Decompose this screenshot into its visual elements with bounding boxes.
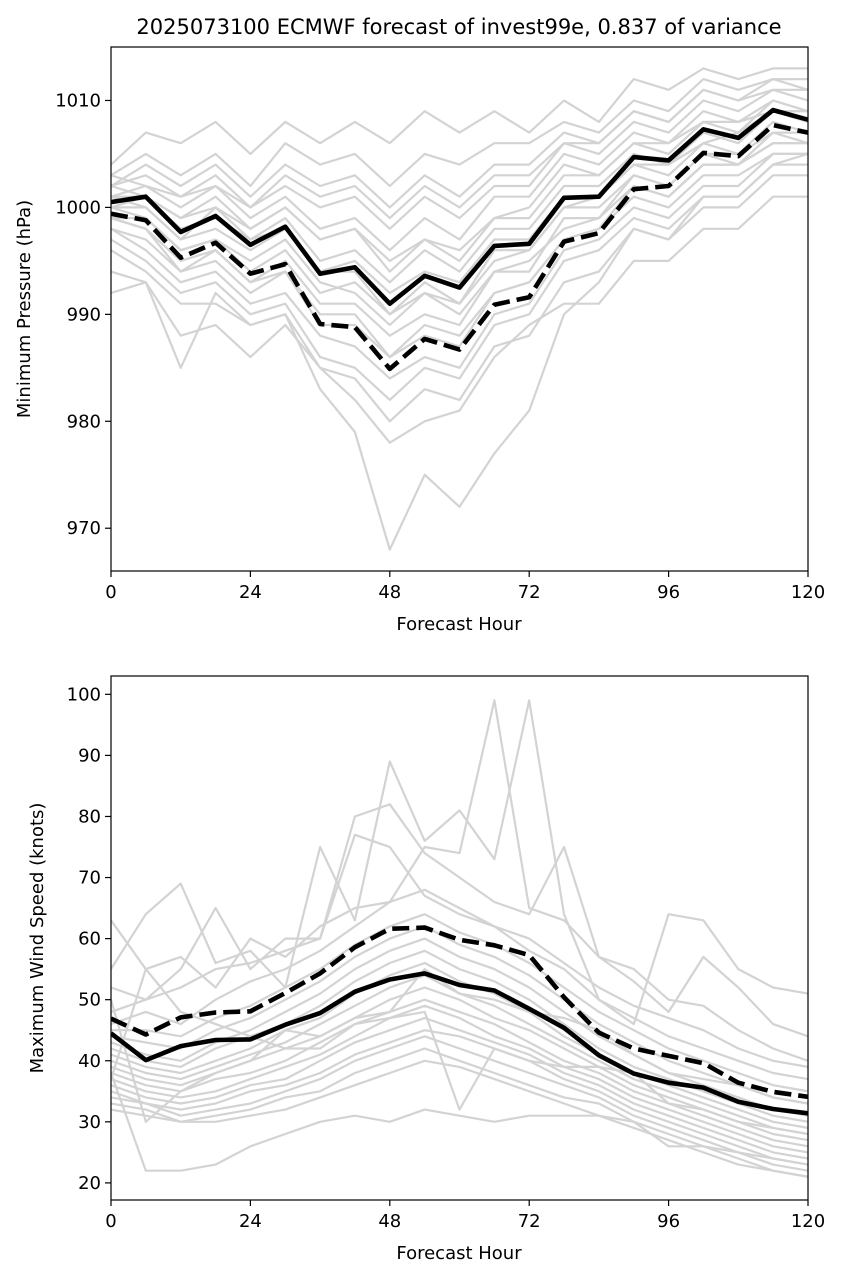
wind-member-line-0 (111, 699, 808, 1062)
pressure-plot-frame (110, 46, 809, 572)
pressure-x-tick-label-5: 120 (791, 582, 825, 603)
pressure-member-line-12 (111, 163, 808, 401)
wind-y-tick-label-3: 50 (78, 990, 101, 1011)
pressure-member-line-7 (111, 120, 808, 295)
pressure-panel: 0 24 48 72 96 120 970 980 990 1000 1010 Forecast … (14, 46, 825, 635)
pressure-member-line-15 (111, 195, 808, 444)
pressure-dashed-line (111, 122, 808, 372)
pressure-x-tick-label-4: 96 (657, 582, 680, 603)
pressure-y-tick-label-0: 970 (67, 518, 101, 539)
wind-member-line-17 (111, 1047, 808, 1178)
wind-y-tick-label-5: 70 (78, 868, 101, 889)
wind-member-line-20 (111, 967, 808, 1136)
pressure-member-line-16 (111, 88, 808, 220)
pressure-y-ticks: 970 980 990 1000 1010 (55, 90, 111, 539)
pressure-y-tick-label-1: 980 (67, 411, 101, 432)
pressure-x-axis-label: Forecast Hour (396, 614, 522, 635)
figure-title: 2025073100 ECMWF forecast of invest99e, … (136, 15, 781, 39)
wind-member-line-18 (111, 1059, 808, 1178)
wind-series-group (111, 699, 808, 1178)
wind-y-tick-label-6: 80 (78, 806, 101, 827)
pressure-member-line-0 (111, 67, 808, 166)
wind-x-ticks: 0 24 48 72 96 120 (105, 1200, 825, 1232)
pressure-x-ticks: 0 24 48 72 96 120 (105, 571, 825, 603)
pressure-y-tick-label-3: 1000 (55, 197, 101, 218)
pressure-y-tick-label-2: 990 (67, 304, 101, 325)
wind-y-tick-label-0: 20 (78, 1173, 101, 1194)
wind-panel: 0 24 48 72 96 120 20 30 40 50 60 70 80 90 100 Forecas… (27, 675, 825, 1264)
pressure-x-tick-label-2: 48 (378, 582, 401, 603)
wind-y-ticks: 20 30 40 50 60 70 80 90 100 (67, 684, 111, 1194)
pressure-member-line-14 (111, 152, 808, 551)
wind-x-tick-label-3: 72 (518, 1211, 541, 1232)
wind-y-axis-label: Maximum Wind Speed (knots) (27, 803, 48, 1074)
wind-member-line-9 (111, 961, 808, 1129)
wind-member-line-3 (111, 833, 808, 1068)
pressure-member-line-3 (111, 88, 808, 230)
wind-member-line-13 (111, 1004, 808, 1154)
pressure-y-tick-label-4: 1010 (55, 90, 101, 111)
pressure-x-tick-label-1: 24 (239, 582, 262, 603)
pressure-x-tick-label-3: 72 (518, 582, 541, 603)
pressure-series-group (111, 67, 808, 551)
wind-x-tick-label-2: 48 (378, 1211, 401, 1232)
wind-member-line-4 (111, 888, 808, 1081)
wind-member-line-15 (111, 1029, 808, 1166)
wind-member-line-1 (111, 699, 808, 1026)
pressure-member-line-11 (111, 152, 808, 380)
wind-x-tick-label-4: 96 (657, 1211, 680, 1232)
wind-member-line-2 (111, 803, 808, 1038)
wind-y-tick-label-2: 40 (78, 1051, 101, 1072)
pressure-member-line-17 (111, 110, 808, 273)
wind-x-tick-label-5: 120 (791, 1211, 825, 1232)
pressure-member-line-18 (111, 131, 808, 327)
wind-mean-line (111, 971, 808, 1116)
wind-x-tick-label-0: 0 (105, 1211, 116, 1232)
wind-member-line-19 (111, 1072, 808, 1172)
wind-plot-frame (110, 675, 809, 1201)
pressure-member-line-1 (111, 77, 808, 188)
wind-y-tick-label-1: 30 (78, 1112, 101, 1133)
pressure-x-tick-label-0: 0 (105, 582, 116, 603)
pressure-member-line-4 (111, 99, 808, 252)
wind-member-line-14 (111, 1016, 808, 1160)
wind-y-tick-label-8: 100 (67, 684, 101, 705)
pressure-member-line-5 (111, 99, 808, 262)
wind-x-tick-label-1: 24 (239, 1211, 262, 1232)
wind-member-line-6 (111, 925, 808, 1105)
pressure-member-line-13 (111, 174, 808, 423)
wind-member-line-16 (111, 1035, 808, 1172)
pressure-mean-line (111, 107, 808, 307)
pressure-y-axis-label: Minimum Pressure (hPa) (14, 200, 35, 418)
wind-dashed-line (111, 925, 808, 1100)
pressure-member-line-10 (111, 152, 808, 359)
pressure-member-line-19 (111, 142, 808, 359)
wind-member-line-21 (111, 967, 808, 1123)
wind-y-tick-label-7: 90 (78, 745, 101, 766)
wind-x-axis-label: Forecast Hour (396, 1243, 522, 1264)
pressure-member-line-20 (111, 110, 808, 316)
wind-y-tick-label-4: 60 (78, 929, 101, 950)
wind-member-line-12 (111, 998, 808, 1148)
